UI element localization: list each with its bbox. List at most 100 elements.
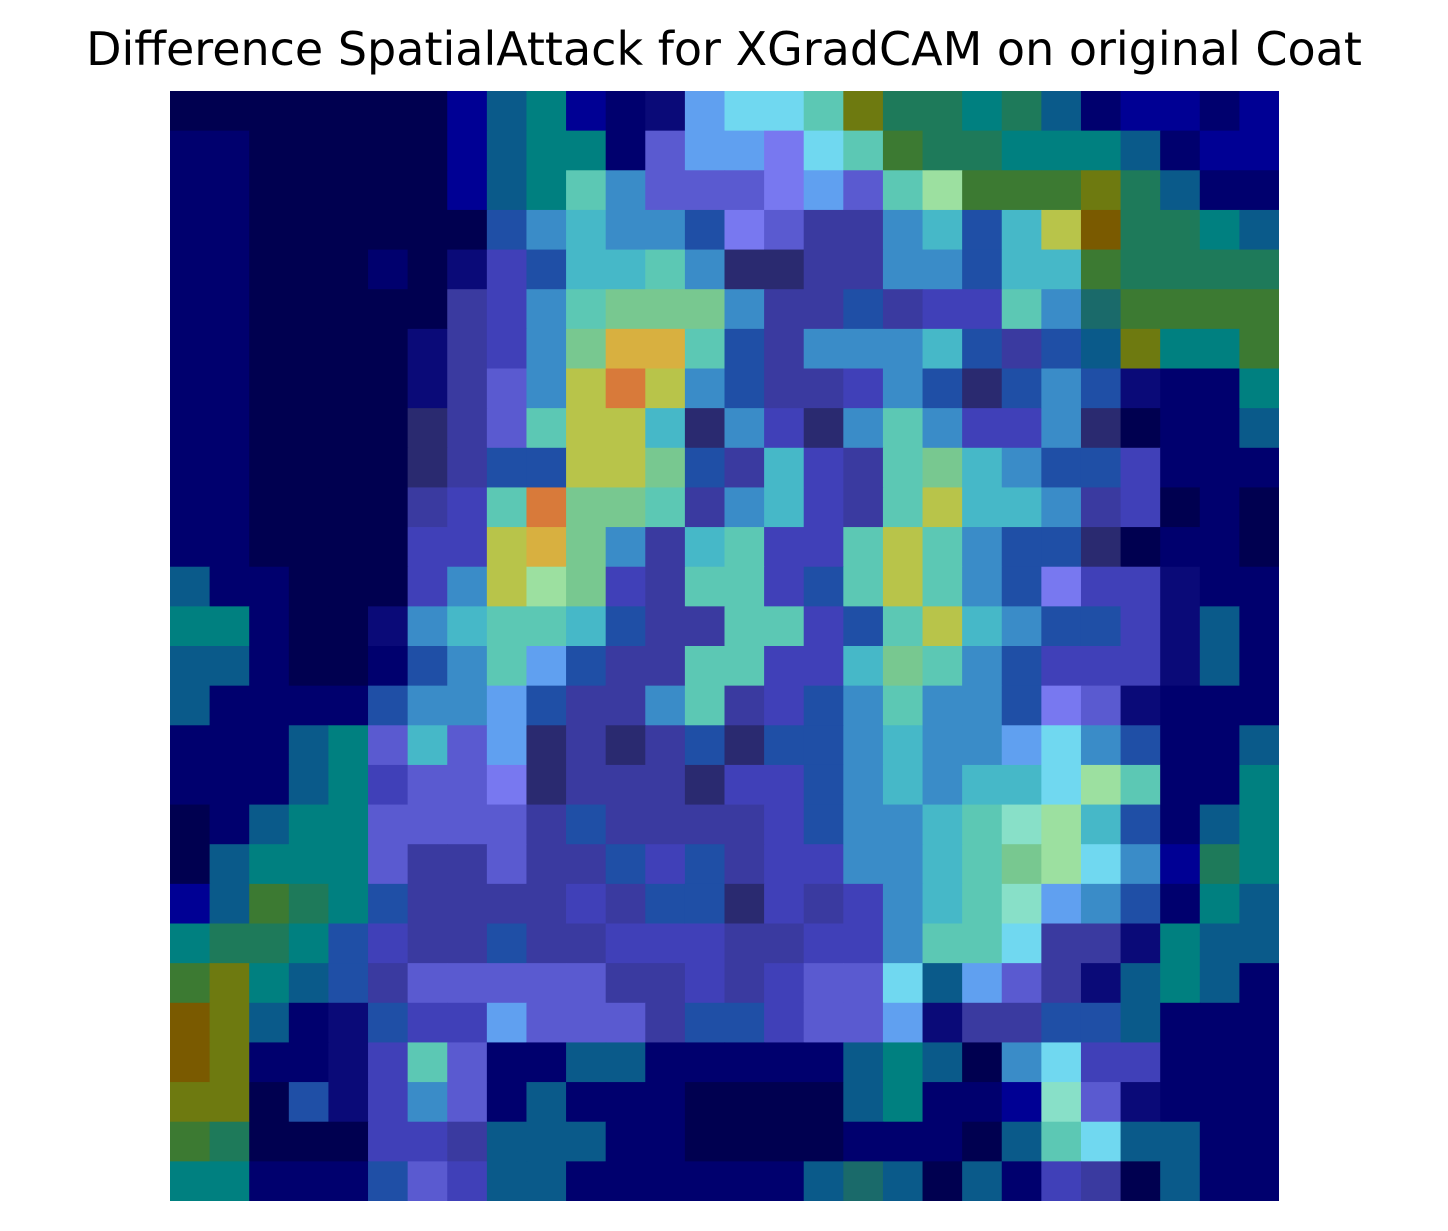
heatmap-cell-r24-c13 (684, 1042, 726, 1083)
heatmap-cell-r17-c6 (407, 764, 448, 806)
heatmap-cell-r9-c12 (645, 447, 686, 489)
heatmap-cell-r20-c1 (209, 883, 250, 925)
heatmap-cell-r10-c11 (605, 487, 646, 528)
heatmap-cell-r4-c22 (1041, 249, 1082, 290)
heatmap-cell-r26-c9 (526, 1121, 567, 1162)
heatmap-cell-r25-c27 (1239, 1082, 1279, 1123)
heatmap-cell-r2-c18 (882, 170, 924, 211)
heatmap-cell-r20-c20 (962, 883, 1003, 925)
heatmap-cell-r5-c3 (288, 289, 330, 330)
heatmap-cell-r1-c26 (1199, 130, 1240, 171)
heatmap-cell-r20-c17 (843, 883, 884, 925)
heatmap-cell-r27-c22 (1041, 1161, 1082, 1201)
heatmap-cell-r1-c1 (209, 130, 250, 171)
heatmap-cell-r16-c27 (1239, 725, 1279, 766)
heatmap-cell-r26-c7 (447, 1121, 488, 1162)
heatmap-cell-r14-c9 (526, 646, 567, 687)
heatmap-cell-r0-c6 (407, 91, 448, 132)
heatmap-cell-r23-c17 (843, 1002, 884, 1044)
heatmap-cell-r26-c10 (566, 1121, 607, 1162)
heatmap-cell-r21-c26 (1199, 923, 1240, 964)
heatmap-cell-r22-c18 (882, 963, 924, 1004)
heatmap-cell-r19-c19 (922, 844, 963, 885)
heatmap-cell-r13-c14 (724, 606, 765, 647)
heatmap-cell-r0-c27 (1239, 91, 1279, 132)
heatmap-cell-r8-c21 (1001, 408, 1042, 449)
heatmap-cell-r20-c14 (724, 883, 765, 925)
heatmap-cell-r6-c2 (249, 328, 290, 370)
heatmap-cell-r14-c24 (1120, 646, 1161, 687)
heatmap-cell-r0-c17 (843, 91, 884, 132)
heatmap-cell-r26-c27 (1239, 1121, 1279, 1162)
heatmap-cell-r15-c21 (1001, 685, 1042, 726)
heatmap-cell-r22-c14 (724, 963, 765, 1004)
heatmap-cell-r19-c14 (724, 844, 765, 885)
heatmap-cell-r1-c21 (1001, 130, 1042, 171)
heatmap-cell-r14-c0 (170, 646, 211, 687)
heatmap-cell-r27-c0 (170, 1161, 211, 1201)
heatmap-cell-r2-c2 (249, 170, 290, 211)
heatmap-cell-r20-c23 (1080, 883, 1122, 925)
heatmap-cell-r25-c12 (645, 1082, 686, 1123)
heatmap-cell-r20-c18 (882, 883, 924, 925)
heatmap-cell-r8-c10 (566, 408, 607, 449)
heatmap-cell-r25-c5 (368, 1082, 409, 1123)
heatmap-cell-r11-c16 (803, 527, 844, 568)
heatmap-cell-r19-c25 (1160, 844, 1201, 885)
heatmap-cell-r24-c17 (843, 1042, 884, 1083)
heatmap-cell-r12-c15 (764, 566, 805, 607)
heatmap-cell-r5-c25 (1160, 289, 1201, 330)
heatmap-cell-r6-c11 (605, 328, 646, 370)
heatmap-cell-r20-c21 (1001, 883, 1042, 925)
heatmap-cell-r14-c4 (328, 646, 369, 687)
heatmap-cell-r0-c2 (249, 91, 290, 132)
heatmap-cell-r7-c9 (526, 368, 567, 409)
heatmap-cell-r17-c11 (605, 764, 646, 806)
heatmap-cell-r25-c4 (328, 1082, 369, 1123)
heatmap-cell-r15-c20 (962, 685, 1003, 726)
heatmap-cell-r5-c27 (1239, 289, 1279, 330)
heatmap-cell-r26-c2 (249, 1121, 290, 1162)
heatmap-cell-r13-c7 (447, 606, 488, 647)
heatmap-cell-r6-c8 (486, 328, 528, 370)
heatmap-cell-r23-c2 (249, 1002, 290, 1044)
heatmap-cell-r2-c9 (526, 170, 567, 211)
heatmap-cell-r1-c25 (1160, 130, 1201, 171)
heatmap-cell-r15-c12 (645, 685, 686, 726)
heatmap-cell-r12-c6 (407, 566, 448, 607)
heatmap-cell-r0-c1 (209, 91, 250, 132)
heatmap-cell-r6-c24 (1120, 328, 1161, 370)
heatmap-cell-r25-c3 (288, 1082, 330, 1123)
heatmap-cell-r9-c18 (882, 447, 924, 489)
heatmap-cell-r19-c10 (566, 844, 607, 885)
heatmap-cell-r23-c7 (447, 1002, 488, 1044)
heatmap-cell-r17-c5 (368, 764, 409, 806)
heatmap-cell-r19-c4 (328, 844, 369, 885)
heatmap-cell-r12-c24 (1120, 566, 1161, 607)
heatmap-cell-r4-c0 (170, 249, 211, 290)
heatmap-cell-r24-c11 (605, 1042, 646, 1083)
heatmap-cell-r12-c25 (1160, 566, 1201, 607)
heatmap-cell-r22-c7 (447, 963, 488, 1004)
heatmap-cell-r25-c9 (526, 1082, 567, 1123)
heatmap-cell-r18-c14 (724, 804, 765, 845)
heatmap-cell-r3-c6 (407, 209, 448, 251)
heatmap-cell-r20-c8 (486, 883, 528, 925)
heatmap-cell-r11-c8 (486, 527, 528, 568)
heatmap-cell-r25-c25 (1160, 1082, 1201, 1123)
heatmap-cell-r7-c25 (1160, 368, 1201, 409)
heatmap-cell-r24-c16 (803, 1042, 844, 1083)
heatmap-cell-r17-c25 (1160, 764, 1201, 806)
heatmap-cell-r6-c27 (1239, 328, 1279, 370)
heatmap-cell-r12-c27 (1239, 566, 1279, 607)
heatmap-cell-r4-c27 (1239, 249, 1279, 290)
heatmap-cell-r10-c26 (1199, 487, 1240, 528)
heatmap-cell-r3-c1 (209, 209, 250, 251)
heatmap-cell-r7-c14 (724, 368, 765, 409)
heatmap-cell-r15-c14 (724, 685, 765, 726)
heatmap-cell-r8-c3 (288, 408, 330, 449)
heatmap-cell-r26-c14 (724, 1121, 765, 1162)
heatmap-cell-r22-c6 (407, 963, 448, 1004)
heatmap-cell-r1-c5 (368, 130, 409, 171)
heatmap-cell-r7-c19 (922, 368, 963, 409)
